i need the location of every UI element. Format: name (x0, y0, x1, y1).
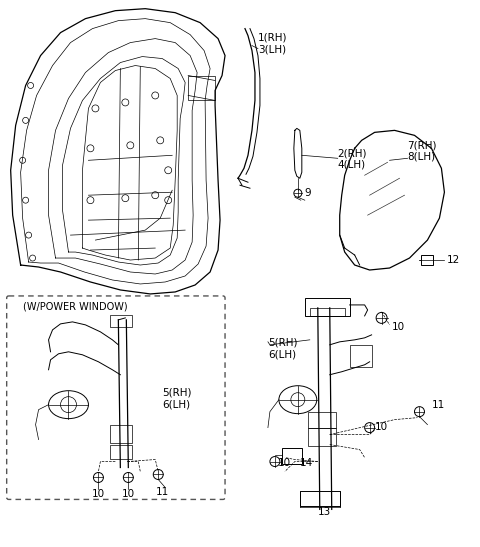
Bar (350, 345, 372, 366)
Text: 11: 11 (432, 400, 444, 410)
Text: 5(RH)
6(LH): 5(RH) 6(LH) (162, 388, 192, 409)
Text: 10: 10 (374, 422, 388, 432)
Text: 7(RH)
8(LH): 7(RH) 8(LH) (408, 141, 437, 162)
Bar (110, 424, 132, 443)
Text: 12: 12 (446, 255, 460, 265)
Text: 10: 10 (392, 322, 405, 332)
Text: 10: 10 (92, 490, 105, 499)
Text: (W/POWER WINDOW): (W/POWER WINDOW) (23, 302, 127, 312)
Bar (308, 412, 336, 428)
Text: 13: 13 (318, 508, 331, 517)
Text: 11: 11 (156, 487, 169, 497)
Bar (282, 447, 302, 463)
Bar (308, 428, 336, 446)
Text: 5(RH)
6(LH): 5(RH) 6(LH) (268, 338, 298, 359)
Text: 2(RH)
4(LH): 2(RH) 4(LH) (338, 148, 367, 170)
Text: 14: 14 (300, 457, 313, 468)
Bar (310, 308, 345, 316)
Bar (421, 255, 433, 265)
Text: 1(RH)
3(LH): 1(RH) 3(LH) (258, 33, 288, 54)
Text: 9: 9 (305, 188, 312, 198)
Bar (305, 298, 350, 316)
Bar (110, 315, 132, 327)
Text: 10: 10 (122, 490, 135, 499)
Text: 10: 10 (278, 457, 291, 468)
Bar (300, 491, 340, 507)
Bar (188, 75, 215, 101)
Bar (110, 445, 132, 458)
